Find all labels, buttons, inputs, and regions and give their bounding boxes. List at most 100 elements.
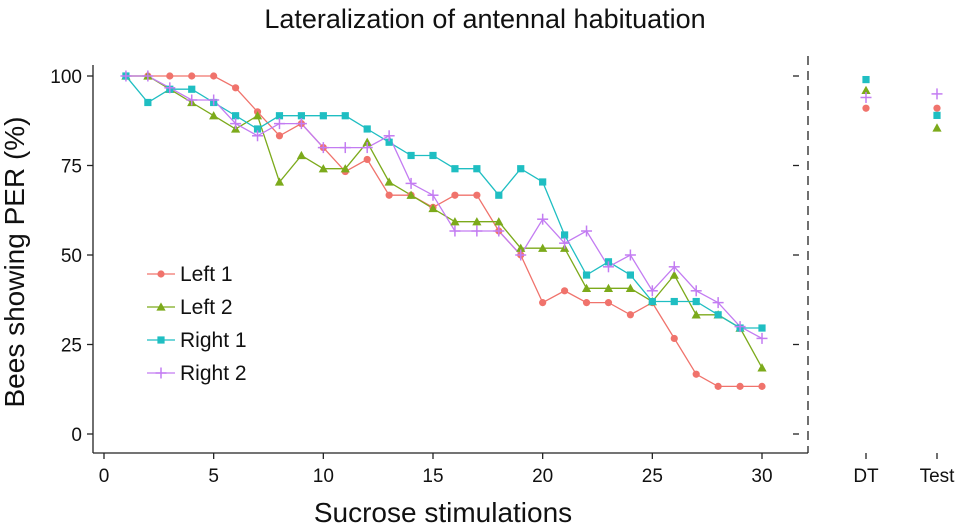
point-left-1 bbox=[275, 132, 284, 140]
legend-marker-right-1 bbox=[157, 336, 165, 344]
series-lines bbox=[125, 75, 763, 388]
y-tick-label: 75 bbox=[61, 157, 82, 178]
legend: Left 1 Left 2 Right 1 Right 2 bbox=[147, 263, 247, 385]
point-left-1 bbox=[582, 299, 591, 307]
point-right-2 bbox=[581, 225, 593, 237]
y-tick-label: 0 bbox=[71, 425, 82, 446]
point-right-2 bbox=[756, 332, 768, 344]
point-right-1 bbox=[188, 85, 196, 93]
point-left-1 bbox=[451, 191, 459, 199]
point-right-2 bbox=[339, 142, 351, 154]
point-left-2 bbox=[625, 283, 635, 292]
point-left-2 bbox=[340, 164, 350, 173]
point-right-1 bbox=[407, 151, 415, 160]
point-right-2-test bbox=[931, 88, 943, 100]
point-right-2 bbox=[405, 177, 417, 189]
point-left-1 bbox=[210, 72, 218, 80]
point-left-1 bbox=[363, 155, 371, 164]
legend-marker-left-1 bbox=[157, 270, 165, 278]
point-right-2-dt bbox=[860, 91, 872, 103]
point-right-1 bbox=[670, 297, 678, 306]
series-line-right-1 bbox=[125, 75, 762, 329]
point-left-2-dt bbox=[861, 85, 871, 94]
point-left-2 bbox=[581, 283, 592, 292]
point-right-1 bbox=[758, 324, 766, 332]
point-left-2 bbox=[252, 111, 263, 120]
point-left-1 bbox=[626, 311, 635, 319]
point-right-2 bbox=[602, 261, 614, 273]
point-right-2 bbox=[427, 189, 439, 201]
point-left-1 bbox=[232, 84, 240, 92]
point-right-1 bbox=[275, 112, 284, 120]
point-left-2-test bbox=[932, 123, 942, 132]
point-left-1-test bbox=[933, 104, 941, 112]
point-right-1 bbox=[495, 191, 503, 199]
point-right-1-test bbox=[933, 111, 941, 119]
point-left-2 bbox=[428, 203, 438, 213]
x-tick-label: 0 bbox=[99, 466, 110, 487]
point-right-1 bbox=[341, 112, 349, 120]
point-right-2 bbox=[537, 213, 549, 225]
point-right-2 bbox=[317, 142, 329, 154]
point-left-2 bbox=[691, 310, 701, 319]
point-right-2 bbox=[230, 118, 242, 130]
x-tick-label: 25 bbox=[642, 466, 663, 487]
point-right-1 bbox=[626, 271, 634, 279]
point-left-2 bbox=[516, 243, 526, 252]
legend-label-left-2: Left 2 bbox=[180, 296, 233, 319]
point-right-2 bbox=[252, 130, 264, 142]
point-right-2 bbox=[690, 285, 702, 297]
point-right-2 bbox=[164, 82, 176, 94]
point-left-1 bbox=[670, 334, 678, 343]
x-tick-label: 10 bbox=[313, 466, 334, 487]
x-tick-label: Test bbox=[920, 466, 956, 487]
series-line-right-2 bbox=[125, 75, 763, 339]
point-left-1 bbox=[473, 191, 481, 199]
point-left-2 bbox=[318, 164, 328, 173]
point-right-2 bbox=[295, 118, 307, 130]
point-left-1 bbox=[714, 382, 722, 390]
point-left-1 bbox=[539, 299, 547, 307]
point-left-1-dt bbox=[862, 104, 870, 112]
point-right-2 bbox=[142, 70, 154, 82]
point-left-2 bbox=[757, 363, 767, 372]
point-left-2 bbox=[209, 111, 219, 120]
point-right-1 bbox=[517, 165, 525, 173]
point-left-2 bbox=[472, 217, 482, 226]
point-right-2 bbox=[712, 297, 724, 309]
point-right-1 bbox=[692, 297, 700, 306]
point-left-1 bbox=[736, 382, 744, 390]
point-left-2 bbox=[384, 177, 394, 186]
series-line-left-1 bbox=[125, 75, 762, 388]
point-left-2 bbox=[538, 243, 548, 252]
point-left-1 bbox=[692, 370, 700, 378]
legend-label-right-2: Right 2 bbox=[180, 362, 247, 385]
series-markers bbox=[120, 70, 943, 390]
point-right-2 bbox=[515, 249, 527, 261]
point-left-2 bbox=[406, 190, 416, 199]
x-tick-label: 5 bbox=[208, 466, 219, 487]
legend-label-right-1: Right 1 bbox=[180, 329, 247, 352]
point-right-1 bbox=[473, 165, 481, 173]
legend-marker-left-2 bbox=[156, 302, 166, 311]
point-right-1 bbox=[648, 297, 656, 306]
point-right-1 bbox=[582, 271, 591, 279]
point-right-1 bbox=[561, 231, 569, 239]
point-left-1 bbox=[604, 299, 613, 307]
x-tick-label: DT bbox=[853, 466, 879, 487]
point-right-2 bbox=[668, 261, 680, 273]
axis-ticks: 0 25 50 75 100 0 5 10 15 20 25 30 DT Test bbox=[50, 67, 955, 487]
point-left-2 bbox=[362, 137, 372, 146]
y-tick-label: 100 bbox=[50, 67, 82, 88]
point-right-1 bbox=[232, 112, 240, 120]
point-right-2 bbox=[208, 94, 220, 106]
point-right-1 bbox=[144, 98, 152, 107]
point-right-1 bbox=[297, 112, 305, 120]
point-right-1-dt bbox=[862, 75, 870, 84]
point-right-1 bbox=[253, 125, 262, 133]
point-right-1 bbox=[714, 311, 722, 319]
point-right-2 bbox=[273, 118, 285, 130]
point-right-2 bbox=[449, 225, 461, 237]
point-left-1 bbox=[188, 72, 196, 80]
